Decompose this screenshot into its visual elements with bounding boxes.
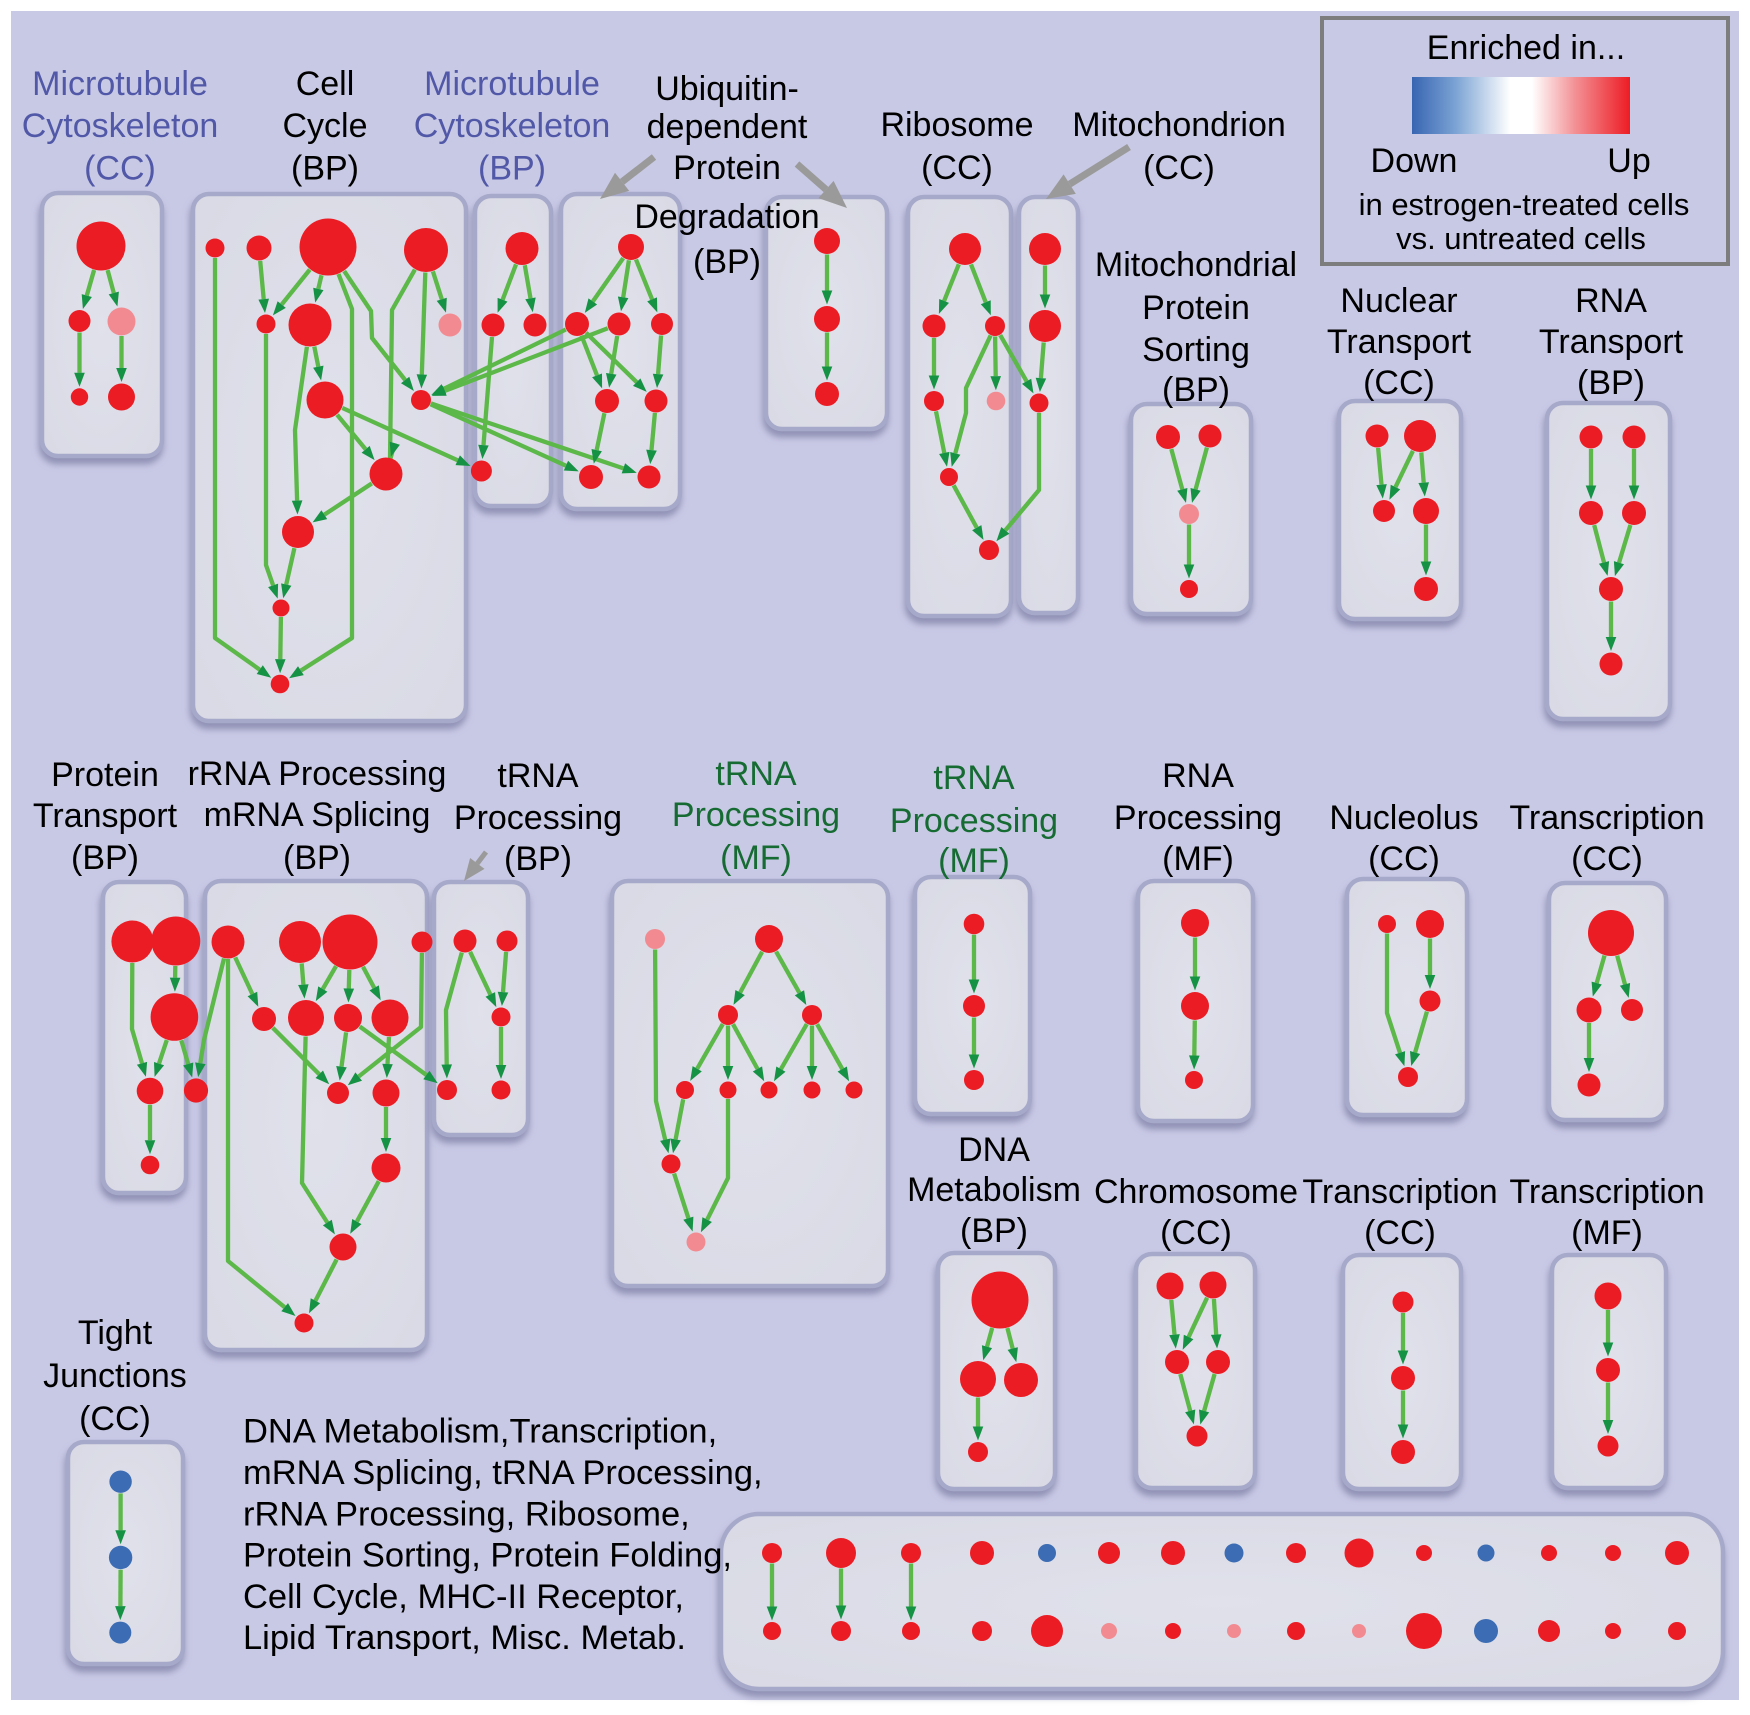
svg-text:Processing: Processing: [454, 799, 622, 837]
svg-text:vs. untreated cells: vs. untreated cells: [1396, 221, 1646, 256]
svg-text:Transcription: Transcription: [1509, 1173, 1704, 1211]
svg-text:Nuclear: Nuclear: [1340, 282, 1457, 320]
svg-text:(BP): (BP): [693, 243, 761, 281]
svg-text:Cell: Cell: [296, 65, 355, 103]
svg-text:(BP): (BP): [71, 839, 139, 877]
svg-text:(BP): (BP): [504, 840, 572, 878]
svg-text:Transport: Transport: [33, 797, 178, 835]
svg-text:Enriched in...: Enriched in...: [1427, 29, 1625, 67]
svg-text:Transcription: Transcription: [1509, 799, 1704, 837]
svg-text:Degradation: Degradation: [634, 198, 819, 236]
svg-text:Cytoskeleton: Cytoskeleton: [22, 107, 219, 145]
svg-text:(CC): (CC): [79, 1400, 151, 1438]
svg-text:Protein: Protein: [673, 149, 781, 187]
svg-text:Processing: Processing: [890, 802, 1058, 840]
svg-text:(BP): (BP): [1162, 371, 1230, 409]
svg-text:tRNA: tRNA: [497, 757, 579, 795]
svg-text:Processing: Processing: [1114, 799, 1282, 837]
svg-text:tRNA: tRNA: [933, 759, 1015, 797]
svg-text:Mitochondrion: Mitochondrion: [1072, 106, 1286, 144]
svg-text:(MF): (MF): [720, 839, 792, 877]
svg-text:(CC): (CC): [921, 149, 993, 187]
svg-text:(CC): (CC): [1160, 1214, 1232, 1252]
svg-text:Microtubule: Microtubule: [424, 65, 600, 103]
svg-text:(CC): (CC): [1364, 1214, 1436, 1252]
svg-text:Protein Sorting, Protein Foldi: Protein Sorting, Protein Folding,: [243, 1537, 732, 1575]
svg-text:Processing: Processing: [672, 796, 840, 834]
svg-text:(BP): (BP): [291, 150, 359, 188]
svg-text:in estrogen-treated cells: in estrogen-treated cells: [1359, 187, 1690, 222]
svg-text:dependent: dependent: [647, 108, 808, 146]
svg-text:(BP): (BP): [1577, 364, 1645, 402]
svg-text:rRNA Processing, Ribosome,: rRNA Processing, Ribosome,: [243, 1495, 690, 1533]
svg-text:Metabolism: Metabolism: [907, 1171, 1081, 1209]
svg-text:Chromosome: Chromosome: [1094, 1173, 1298, 1211]
svg-text:RNA: RNA: [1162, 757, 1234, 795]
svg-text:(CC): (CC): [1368, 840, 1440, 878]
svg-text:(CC): (CC): [84, 150, 156, 188]
svg-text:Junctions: Junctions: [43, 1357, 187, 1395]
svg-text:DNA Metabolism,Transcription,: DNA Metabolism,Transcription,: [243, 1413, 717, 1451]
svg-text:Protein: Protein: [1142, 289, 1250, 327]
svg-text:(CC): (CC): [1571, 840, 1643, 878]
svg-text:Transport: Transport: [1327, 323, 1472, 361]
svg-text:(MF): (MF): [1162, 840, 1234, 878]
svg-text:Protein: Protein: [51, 756, 159, 794]
svg-text:Transcription: Transcription: [1302, 1173, 1497, 1211]
svg-text:Nucleolus: Nucleolus: [1329, 799, 1478, 837]
svg-text:(BP): (BP): [478, 150, 546, 188]
svg-text:(MF): (MF): [938, 842, 1010, 880]
svg-text:Ribosome: Ribosome: [880, 106, 1033, 144]
svg-text:Tight: Tight: [78, 1314, 153, 1352]
svg-text:Cytoskeleton: Cytoskeleton: [414, 107, 611, 145]
svg-text:Mitochondrial: Mitochondrial: [1095, 246, 1297, 284]
svg-text:(CC): (CC): [1363, 364, 1435, 402]
svg-text:Down: Down: [1371, 142, 1458, 180]
svg-text:Cycle: Cycle: [282, 107, 367, 145]
svg-text:(BP): (BP): [960, 1212, 1028, 1250]
svg-text:Cell Cycle, MHC-II Receptor,: Cell Cycle, MHC-II Receptor,: [243, 1578, 684, 1616]
svg-text:(MF): (MF): [1571, 1214, 1643, 1252]
svg-text:rRNA Processing: rRNA Processing: [188, 755, 447, 793]
svg-text:Up: Up: [1607, 142, 1650, 180]
svg-text:Microtubule: Microtubule: [32, 65, 208, 103]
svg-text:mRNA Splicing, tRNA Processing: mRNA Splicing, tRNA Processing,: [243, 1454, 763, 1492]
svg-text:DNA: DNA: [958, 1131, 1030, 1169]
svg-text:(CC): (CC): [1143, 149, 1215, 187]
svg-text:Ubiquitin-: Ubiquitin-: [655, 70, 799, 108]
svg-text:tRNA: tRNA: [715, 755, 797, 793]
svg-text:(BP): (BP): [283, 839, 351, 877]
svg-text:Lipid Transport, Misc. Metab.: Lipid Transport, Misc. Metab.: [243, 1619, 686, 1657]
svg-text:Sorting: Sorting: [1142, 331, 1250, 369]
svg-text:mRNA Splicing: mRNA Splicing: [204, 796, 431, 834]
svg-text:Transport: Transport: [1539, 323, 1684, 361]
svg-text:RNA: RNA: [1575, 282, 1647, 320]
